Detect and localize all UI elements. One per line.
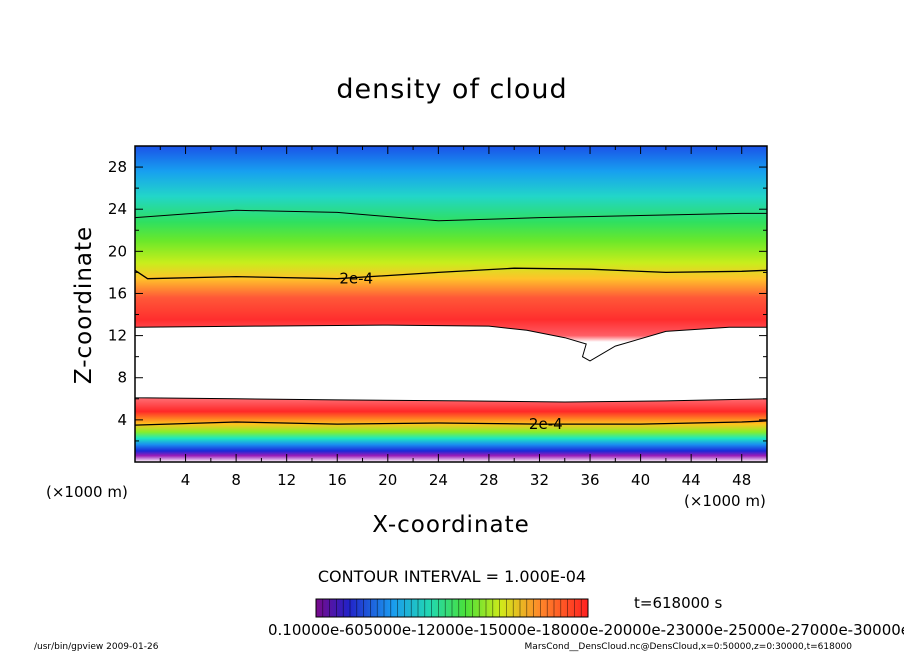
y-tick-label: 4: [117, 411, 127, 429]
y-tick-label: 24: [108, 200, 127, 218]
x-tick-label: 36: [580, 471, 599, 489]
y-tick-label: 12: [108, 327, 127, 345]
plot-data-layer: [135, 146, 767, 462]
colorbar-ticks: [322, 599, 582, 617]
footer-data-source: MarsCond__DensCloud.nc@DensCloud,x=0:500…: [524, 642, 852, 652]
x-tick-label: 28: [479, 471, 498, 489]
time-label: t=618000 s: [634, 594, 723, 612]
x-axis-title: X-coordinate: [372, 512, 530, 538]
x-tick-label: 24: [429, 471, 448, 489]
x-unit-label-right: (×1000 m): [684, 492, 766, 510]
plot-frame: [134, 145, 768, 463]
x-axis-ticks: 4 8 12 16 20 24 28 32 36 40 44 48: [159, 146, 768, 489]
y-tick-label: 16: [108, 284, 127, 302]
x-tick-label: 32: [530, 471, 549, 489]
x-unit-label-left: (×1000 m): [46, 483, 128, 501]
y-tick-label: 28: [108, 158, 127, 176]
x-tick-label: 4: [181, 471, 191, 489]
x-tick-label: 8: [231, 471, 241, 489]
contour-line-2e-4-upper: [135, 267, 767, 280]
x-tick-label: 44: [682, 471, 701, 489]
x-tick-label: 20: [378, 471, 397, 489]
contour-labels: 2e-4 2e-4: [339, 270, 563, 433]
x-tick-label: 48: [732, 471, 751, 489]
x-tick-label: 16: [328, 471, 347, 489]
x-tick-label: 12: [277, 471, 296, 489]
y-tick-label: 8: [117, 369, 127, 387]
cloud-free-region: [135, 324, 767, 403]
colorbar-tick-labels: 0.10000e-605000e-12000e-15000e-18000e-20…: [268, 621, 904, 639]
y-tick-label: 20: [108, 242, 127, 260]
contour-label: 2e-4: [529, 415, 563, 433]
x-tick-label: 40: [631, 471, 650, 489]
y-axis-ticks: 4 8 12 16 20 24 28: [108, 145, 767, 442]
footer-program-info: /usr/bin/gpview 2009-01-26: [34, 642, 159, 652]
y-axis-title: Z-coordinate: [71, 225, 97, 385]
heatmap-field: [135, 146, 767, 462]
contour-line-2e-4-lower: [135, 420, 767, 426]
contour-label: 2e-4: [339, 270, 373, 288]
contour-interval-label: CONTOUR INTERVAL = 1.000E-04: [317, 567, 587, 586]
chart-title: density of cloud: [336, 74, 568, 105]
contour-line-outer: [135, 209, 767, 222]
